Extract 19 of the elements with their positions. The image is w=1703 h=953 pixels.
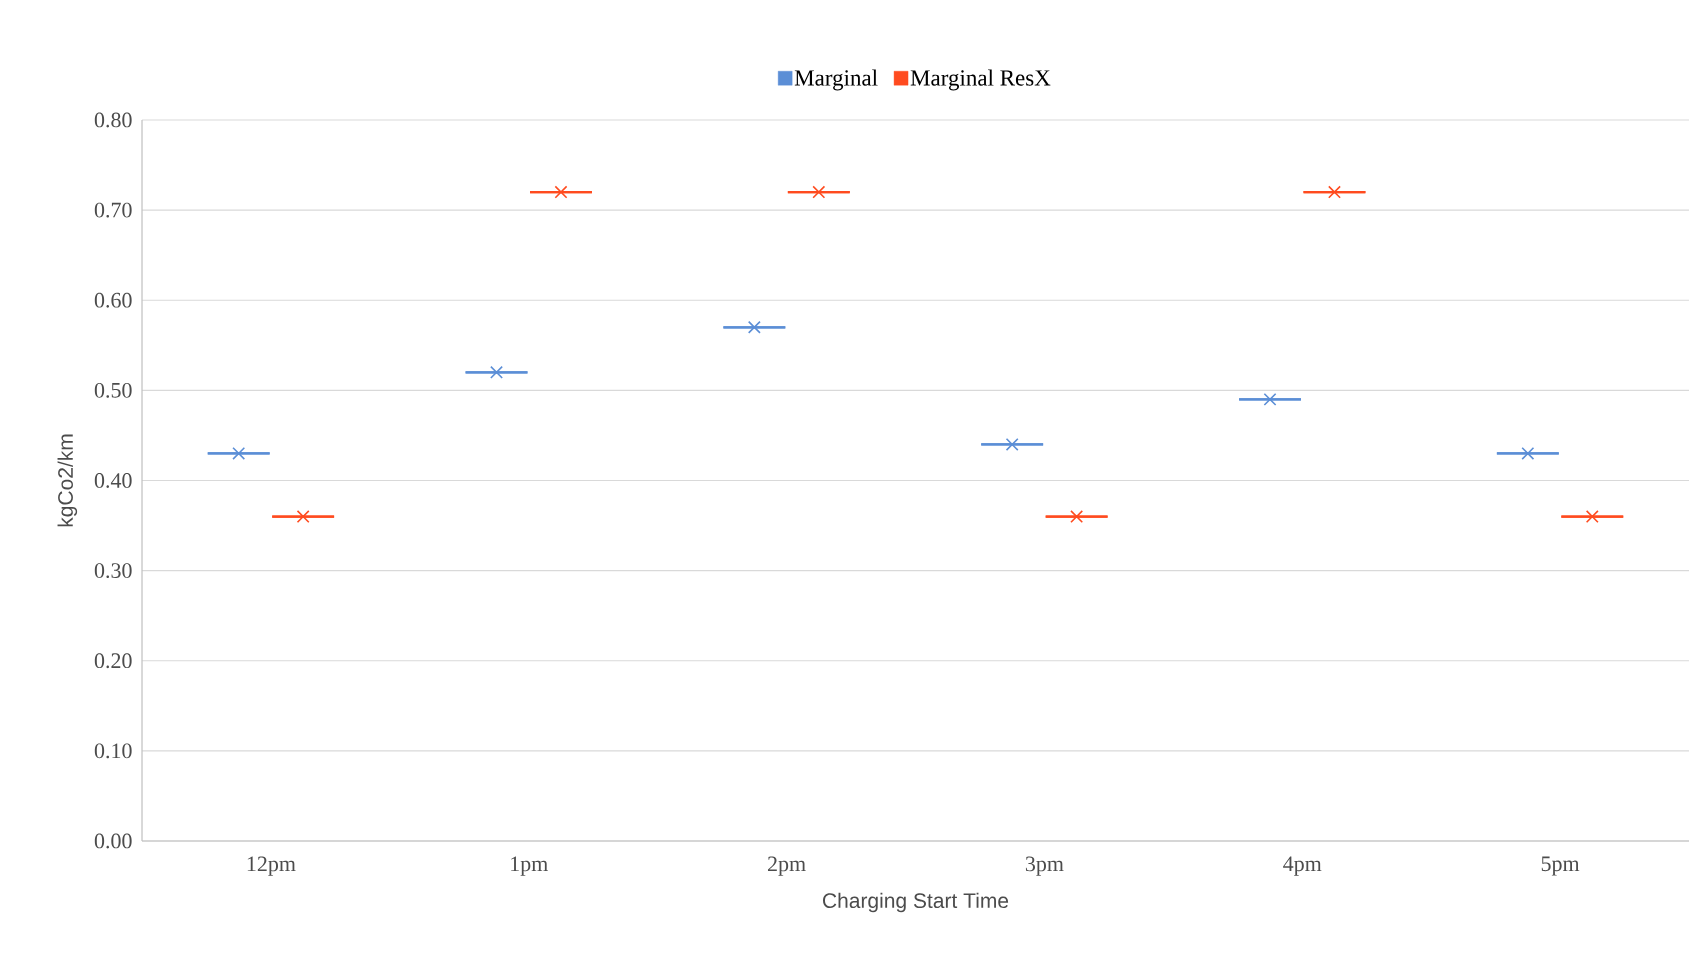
y-tick-label: 0.30 [94, 563, 132, 579]
y-tick-label: 0.80 [94, 112, 132, 128]
legend-label: Marginal [794, 69, 878, 91]
x-tick-label: 4pm [1283, 856, 1322, 876]
x-axis-title: Charging Start Time [823, 892, 1009, 913]
y-tick-label: 0.40 [94, 473, 132, 488]
legend-label: Marginal ResX [910, 69, 1051, 91]
y-tick-label: 0.20 [94, 653, 132, 669]
x-tick-label: 2pm [768, 856, 806, 876]
x-tick-label: 12pm [247, 856, 296, 876]
y-tick-label: 0.60 [94, 292, 132, 308]
x-tick-label: 3pm [1025, 856, 1064, 876]
x-tick-label: 1pm [511, 856, 548, 876]
x-tick-label: 5pm [1541, 856, 1580, 876]
y-tick-label: 0.50 [94, 382, 132, 398]
y-tick-label: 0.70 [94, 202, 132, 218]
y-tick-label: 0.00 [94, 833, 132, 849]
y-axis-title: kgCo2/km [57, 434, 78, 527]
y-tick-label: 0.10 [94, 743, 132, 759]
